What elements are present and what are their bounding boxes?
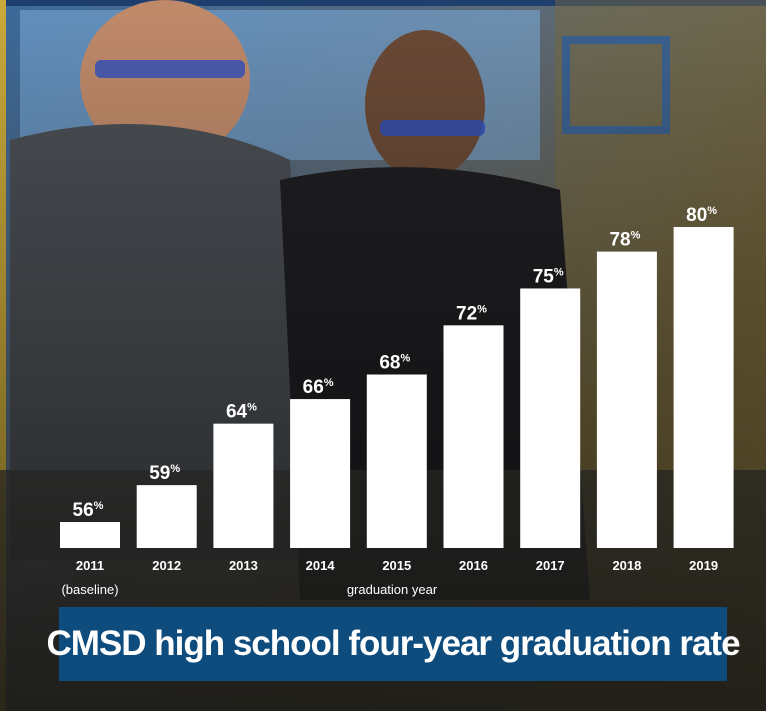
percent-sign: %: [324, 377, 334, 389]
x-tick-2013: 2013: [229, 558, 258, 573]
x-tick-2017: 2017: [536, 558, 565, 573]
x-tick-2015: 2015: [382, 558, 411, 573]
percent-sign: %: [170, 463, 180, 475]
x-tick-2018: 2018: [612, 558, 641, 573]
x-tick-2014: 2014: [306, 558, 336, 573]
bar-2017: [520, 288, 581, 548]
bar-2016: [443, 325, 504, 548]
data-label-2013: 64%: [226, 402, 257, 423]
bar-2018: [596, 251, 657, 549]
title-banner: CMSD high school four-year graduation ra…: [46, 607, 741, 681]
percent-sign: %: [707, 205, 717, 217]
percent-sign: %: [94, 500, 104, 512]
percent-sign: %: [477, 303, 487, 315]
bar-2012: [136, 485, 197, 548]
data-label-2016: 72%: [456, 303, 487, 324]
data-label-2019: 80%: [686, 205, 717, 226]
bar-2011: [60, 522, 120, 548]
bar-2015: [366, 374, 427, 548]
x-tick-2011: 2011: [76, 558, 104, 573]
bar-2013: [213, 423, 274, 548]
percent-sign: %: [400, 353, 410, 365]
chart-title: CMSD high school four-year graduation ra…: [46, 624, 740, 663]
x-tick-2016: 2016: [459, 558, 488, 573]
percent-sign: %: [247, 402, 257, 414]
data-label-2015: 68%: [379, 353, 410, 374]
percent-sign: %: [554, 266, 564, 278]
data-label-2012: 59%: [149, 463, 180, 484]
data-label-2011: 56%: [73, 500, 104, 521]
x-tick-2012: 2012: [152, 558, 181, 573]
percent-sign: %: [631, 230, 641, 242]
x-axis-label: graduation year: [347, 582, 438, 597]
data-label-2014: 66%: [303, 377, 334, 398]
data-label-2018: 78%: [609, 230, 640, 251]
x-tick-2019: 2019: [689, 558, 718, 573]
bars-layer: 56% 2011 (baseline) 59% 2012 64% 2013 66% 2014 68…: [60, 205, 734, 597]
bar-2014: [290, 399, 351, 548]
bar-2019: [673, 227, 734, 548]
data-label-2017: 75%: [533, 266, 564, 287]
x-tick-note-2011: (baseline): [61, 582, 118, 597]
